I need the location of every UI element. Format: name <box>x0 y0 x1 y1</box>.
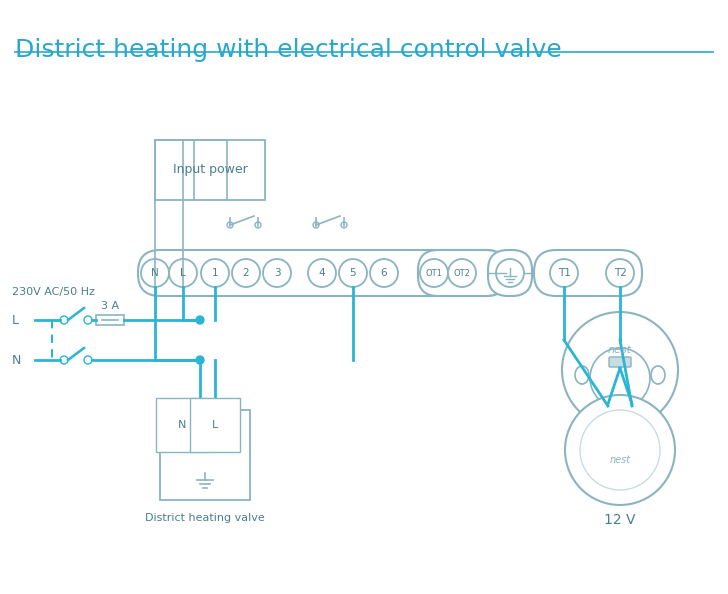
Circle shape <box>606 259 634 287</box>
Circle shape <box>141 259 169 287</box>
Text: 6: 6 <box>381 268 387 278</box>
Circle shape <box>590 348 650 408</box>
Text: OT2: OT2 <box>454 268 470 277</box>
FancyBboxPatch shape <box>138 250 508 296</box>
FancyBboxPatch shape <box>534 250 642 296</box>
FancyBboxPatch shape <box>155 140 265 200</box>
Circle shape <box>196 316 204 324</box>
Text: L: L <box>212 420 218 430</box>
Text: 12 V: 12 V <box>604 513 636 527</box>
Text: 3 A: 3 A <box>101 301 119 311</box>
FancyBboxPatch shape <box>418 250 506 296</box>
Text: nest: nest <box>608 345 632 355</box>
Text: N: N <box>151 268 159 278</box>
Text: nest: nest <box>609 455 630 465</box>
Circle shape <box>227 222 233 228</box>
Text: N: N <box>178 420 186 430</box>
Text: OT1: OT1 <box>426 268 443 277</box>
Circle shape <box>420 259 448 287</box>
Ellipse shape <box>651 366 665 384</box>
Circle shape <box>448 259 476 287</box>
Text: 3: 3 <box>274 268 280 278</box>
Circle shape <box>196 356 204 364</box>
Circle shape <box>339 259 367 287</box>
Text: 2: 2 <box>242 268 249 278</box>
FancyBboxPatch shape <box>488 250 532 296</box>
Circle shape <box>232 259 260 287</box>
Circle shape <box>580 410 660 490</box>
Circle shape <box>565 395 675 505</box>
Bar <box>96 315 124 325</box>
Circle shape <box>255 222 261 228</box>
Text: 1: 1 <box>212 268 218 278</box>
Circle shape <box>629 399 635 405</box>
Ellipse shape <box>575 366 589 384</box>
Circle shape <box>496 259 524 287</box>
Circle shape <box>84 356 92 364</box>
Text: L: L <box>12 314 19 327</box>
Text: N: N <box>12 353 21 366</box>
FancyBboxPatch shape <box>160 410 250 500</box>
Text: District heating with electrical control valve: District heating with electrical control… <box>15 38 562 62</box>
Circle shape <box>263 259 291 287</box>
Text: L: L <box>180 268 186 278</box>
Circle shape <box>313 222 319 228</box>
Circle shape <box>84 316 92 324</box>
Text: T1: T1 <box>558 268 571 278</box>
Circle shape <box>201 259 229 287</box>
Text: 5: 5 <box>349 268 356 278</box>
Circle shape <box>60 316 68 324</box>
Circle shape <box>550 259 578 287</box>
Text: District heating valve: District heating valve <box>145 513 265 523</box>
Text: Input power: Input power <box>173 163 248 176</box>
Circle shape <box>562 312 678 428</box>
Circle shape <box>169 259 197 287</box>
FancyBboxPatch shape <box>609 357 631 367</box>
Circle shape <box>60 356 68 364</box>
Text: 4: 4 <box>319 268 325 278</box>
Circle shape <box>605 399 611 405</box>
Circle shape <box>308 259 336 287</box>
Text: 230V AC/50 Hz: 230V AC/50 Hz <box>12 287 95 297</box>
Text: T2: T2 <box>614 268 626 278</box>
Circle shape <box>370 259 398 287</box>
Circle shape <box>341 222 347 228</box>
